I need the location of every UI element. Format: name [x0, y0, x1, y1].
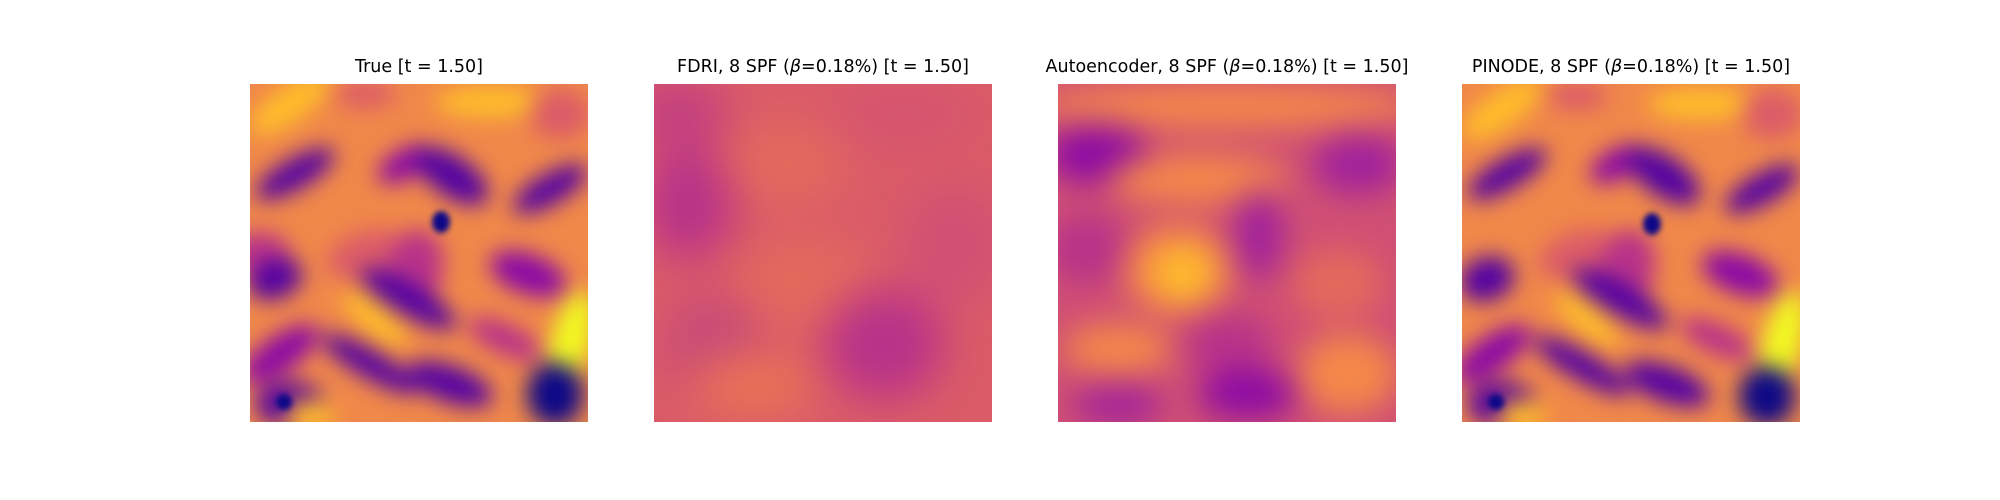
- heatmap-true: [250, 84, 588, 422]
- autoencoder-title-text: Autoencoder, 8 SPF (β=0.18%) [t = 1.50]: [1045, 57, 1409, 77]
- beta-symbol: β: [1610, 57, 1623, 77]
- panel-title-pinode: PINODE, 8 SPF (β=0.18%) [t = 1.50]: [1381, 57, 1881, 77]
- heatmap-autoencoder: [1058, 84, 1396, 422]
- panel-title-fdri: FDRI, 8 SPF (β=0.18%) [t = 1.50]: [573, 57, 1073, 77]
- heatmap-pinode: [1462, 84, 1800, 422]
- pinode-title-text: PINODE, 8 SPF (β=0.18%) [t = 1.50]: [1471, 57, 1791, 77]
- heatmap-fdri: [654, 84, 992, 422]
- panel-title-autoencoder: Autoencoder, 8 SPF (β=0.18%) [t = 1.50]: [977, 57, 1477, 77]
- fdri-title-text: FDRI, 8 SPF (β=0.18%) [t = 1.50]: [677, 57, 969, 77]
- beta-symbol: β: [1229, 57, 1241, 77]
- panel-title-true: True [t = 1.50]: [354, 57, 483, 77]
- beta-symbol: β: [789, 57, 802, 77]
